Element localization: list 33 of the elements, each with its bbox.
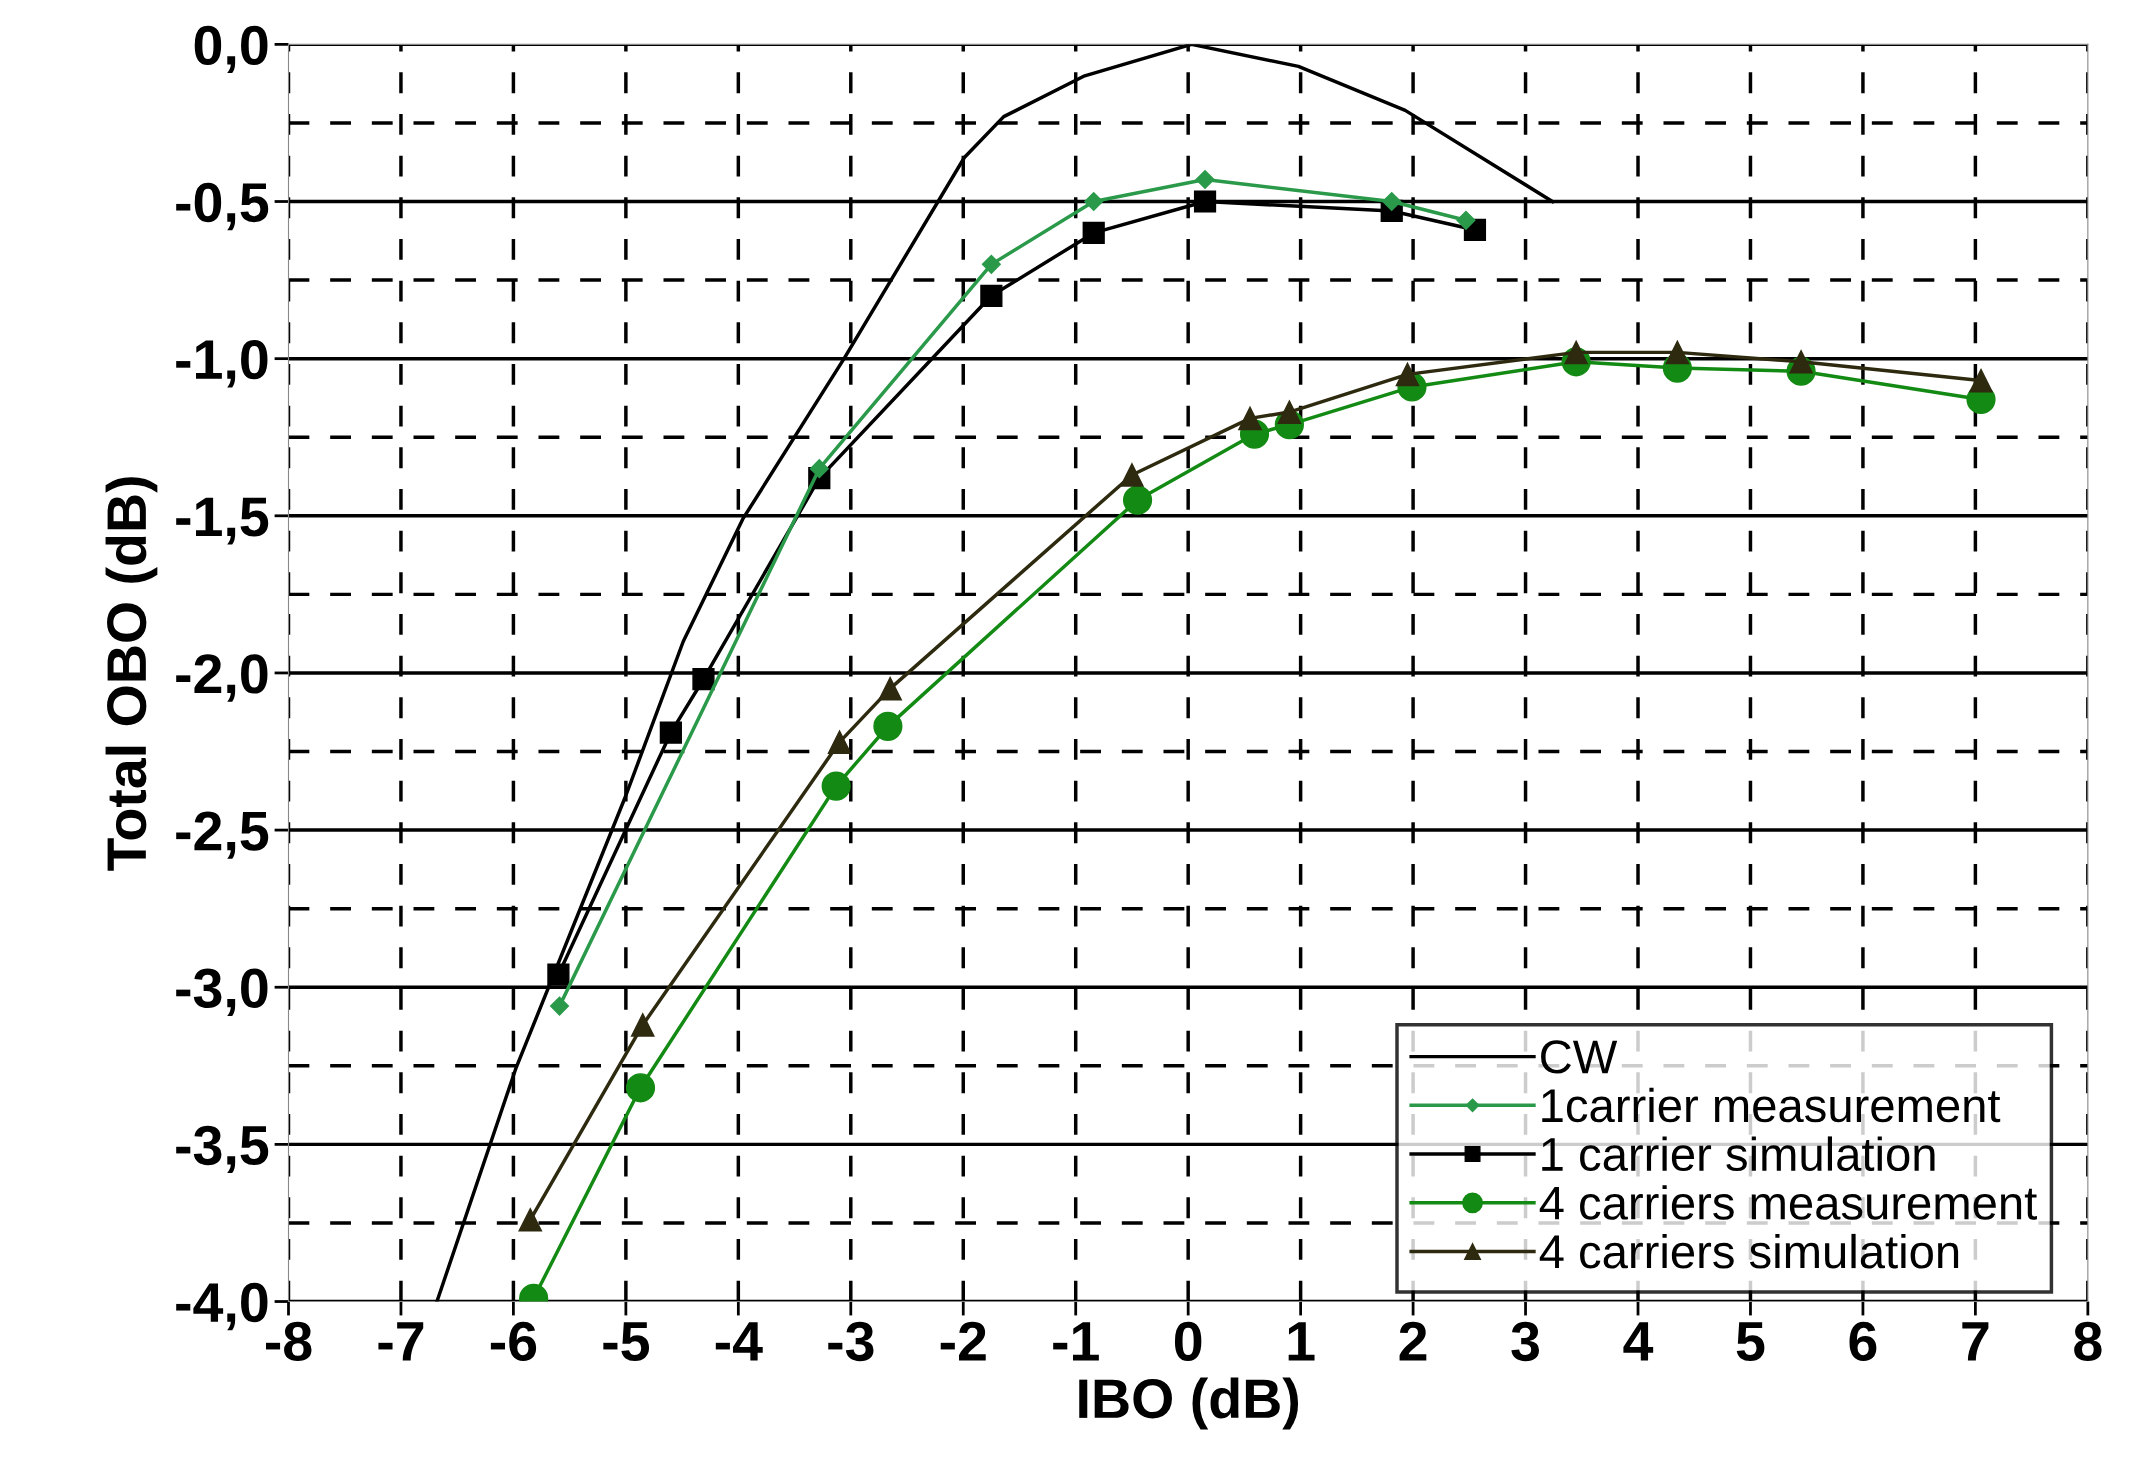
x-tick-label: 6: [1849, 1321, 1877, 1362]
x-tick-label: -6: [490, 1321, 537, 1362]
x-tick-label: -2: [940, 1321, 986, 1361]
y-tick-label: -3,5: [176, 1125, 269, 1174]
x-tick-label: 2: [1399, 1321, 1427, 1361]
x-axis-title: IBO (dB): [1079, 1377, 1299, 1430]
x-tick-label: -4: [715, 1322, 763, 1361]
x-tick-label: 0: [1174, 1321, 1202, 1362]
y-tick-label: -1,0: [176, 339, 268, 388]
x-tick-label: 5: [1736, 1322, 1765, 1362]
legend-label: 4 carriers measurement: [1539, 1185, 2037, 1220]
y-tick-label: -1,5: [176, 497, 269, 545]
y-tick-label: -2,0: [176, 654, 268, 702]
x-tick-label: -3: [828, 1321, 874, 1362]
x-tick-label: 1: [1288, 1322, 1315, 1361]
y-tick-label: 0,0: [194, 25, 268, 74]
y-axis-title: Total OBO (dB): [105, 477, 158, 871]
legend-label: 1 carrier simulation: [1542, 1136, 1935, 1172]
legend-label: CW: [1541, 1040, 1618, 1074]
y-tick-label: -4,0: [176, 1282, 268, 1331]
x-tick-label: 4: [1623, 1322, 1654, 1361]
legend-label: 4 carriers simulation: [1539, 1233, 1959, 1269]
x-tick-label: -8: [265, 1321, 312, 1362]
legend-label: 1carrier measurement: [1542, 1087, 2001, 1123]
x-tick-label: -7: [378, 1322, 424, 1361]
x-tick-label: 8: [2074, 1321, 2102, 1362]
y-tick-label: -0,5: [176, 182, 269, 231]
x-tick-label: 3: [1511, 1321, 1539, 1362]
x-tick-label: -5: [603, 1322, 650, 1362]
x-tick-label: 7: [1962, 1322, 1989, 1361]
y-tick-label: -3,0: [176, 968, 268, 1016]
y-tick-label: -2,5: [176, 811, 269, 859]
x-tick-label: -1: [1053, 1322, 1099, 1361]
